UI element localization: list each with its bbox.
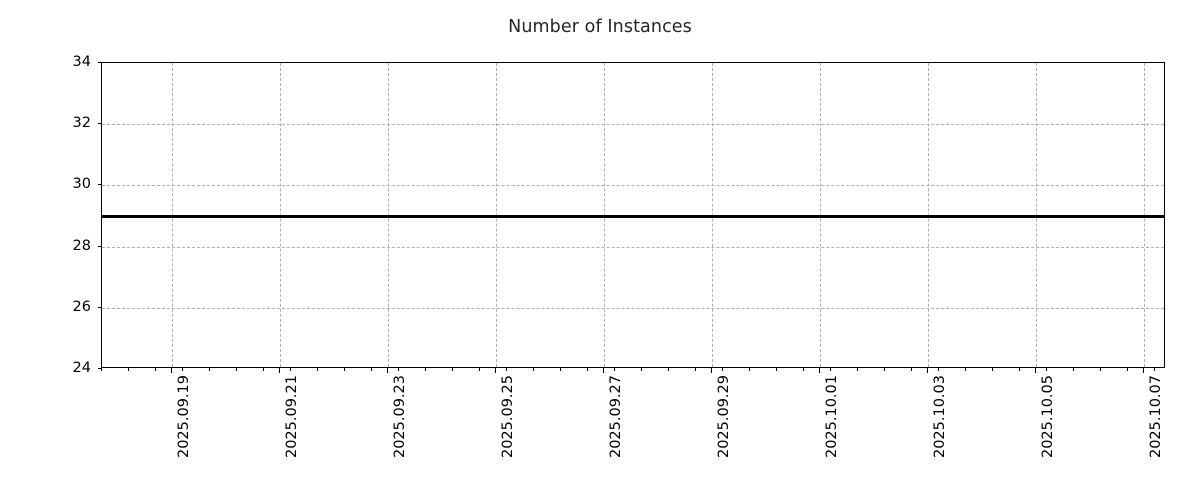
- x-axis-minor-tick: [398, 368, 399, 371]
- y-axis-tick-label: 34: [72, 54, 91, 70]
- x-axis-minor-tick: [182, 368, 183, 371]
- x-axis-minor-tick: [479, 368, 480, 371]
- y-axis-tick: [97, 123, 102, 125]
- x-axis-tick: [603, 368, 604, 373]
- x-axis-minor-tick: [830, 368, 831, 371]
- x-axis-tick-label: 2025.09.21: [284, 375, 300, 459]
- x-axis-minor-tick: [1154, 368, 1155, 371]
- x-axis-minor-tick: [587, 368, 588, 371]
- x-axis-tick: [1035, 368, 1036, 373]
- x-axis-minor-tick: [695, 368, 696, 371]
- x-axis-tick: [387, 368, 388, 373]
- x-axis-tick-label: 2025.09.27: [608, 375, 624, 459]
- series-layer: [102, 63, 1164, 367]
- x-axis-minor-tick: [1127, 368, 1128, 371]
- x-axis-minor-tick: [452, 368, 453, 371]
- x-axis-minor-tick: [749, 368, 750, 371]
- gridline-horizontal: [102, 246, 1164, 248]
- y-axis-tick: [97, 368, 102, 369]
- x-axis-minor-tick: [371, 368, 372, 371]
- x-axis-minor-tick: [209, 368, 210, 371]
- series-line: [102, 214, 1164, 218]
- x-axis-tick-label: 2025.10.01: [824, 375, 840, 459]
- x-axis-tick-label: 2025.09.29: [716, 375, 732, 459]
- x-axis-minor-tick: [263, 368, 264, 371]
- y-axis-tick-label: 24: [72, 360, 91, 376]
- x-axis-minor-tick: [614, 368, 615, 371]
- x-axis-minor-tick: [128, 368, 129, 371]
- x-axis-tick: [495, 368, 496, 373]
- x-axis-minor-tick: [317, 368, 318, 371]
- y-axis-tick: [97, 245, 102, 247]
- x-axis-minor-tick: [236, 368, 237, 371]
- x-axis-minor-tick: [776, 368, 777, 371]
- y-axis-tick-label: 30: [72, 176, 91, 193]
- x-axis-minor-tick: [155, 368, 156, 371]
- x-axis-minor-tick: [857, 368, 858, 371]
- x-axis-tick-label: 2025.10.07: [1148, 375, 1164, 459]
- y-axis-tick: [97, 62, 102, 63]
- x-axis-minor-tick: [344, 368, 345, 371]
- x-axis-minor-tick: [560, 368, 561, 371]
- gridline-horizontal: [102, 307, 1164, 309]
- x-axis-minor-tick: [938, 368, 939, 371]
- x-axis-tick-label: 2025.10.05: [1040, 375, 1056, 459]
- plot-area: [101, 62, 1165, 368]
- y-axis-tick-label: 32: [72, 115, 91, 132]
- x-axis-minor-tick: [722, 368, 723, 371]
- x-axis-tick: [171, 368, 172, 373]
- x-axis-minor-tick: [425, 368, 426, 371]
- x-axis-tick-label: 2025.09.19: [176, 375, 192, 459]
- x-axis-minor-tick: [1073, 368, 1074, 371]
- x-axis-minor-tick: [965, 368, 966, 371]
- x-axis-tick: [279, 368, 280, 373]
- chart-title: Number of Instances: [508, 17, 692, 37]
- x-axis-minor-tick: [911, 368, 912, 371]
- gridline-horizontal: [102, 124, 1164, 126]
- x-axis-tick-label: 2025.09.25: [500, 375, 516, 459]
- x-axis-minor-tick: [641, 368, 642, 371]
- x-axis-tick-label: 2025.09.23: [392, 375, 408, 459]
- y-axis-tick: [97, 184, 102, 186]
- gridline-horizontal: [102, 185, 1164, 187]
- x-axis-minor-tick: [533, 368, 534, 371]
- x-axis-tick: [711, 368, 712, 373]
- x-axis-minor-tick: [668, 368, 669, 371]
- y-axis-tick-label: 28: [72, 237, 91, 254]
- x-axis-minor-tick: [1019, 368, 1020, 371]
- x-axis-tick-label: 2025.10.03: [932, 375, 948, 459]
- y-axis-tick: [97, 306, 102, 308]
- x-axis-minor-tick: [290, 368, 291, 371]
- x-axis-tick: [819, 368, 820, 373]
- x-axis-minor-tick: [1046, 368, 1047, 371]
- x-axis-tick: [1143, 368, 1144, 373]
- x-axis-minor-tick: [884, 368, 885, 371]
- x-axis-minor-tick: [803, 368, 804, 371]
- x-axis-minor-tick: [101, 368, 102, 371]
- y-axis-tick-label: 26: [72, 298, 91, 315]
- x-axis-minor-tick: [1100, 368, 1101, 371]
- x-axis-tick: [927, 368, 928, 373]
- x-axis-minor-tick: [992, 368, 993, 371]
- x-axis-minor-tick: [506, 368, 507, 371]
